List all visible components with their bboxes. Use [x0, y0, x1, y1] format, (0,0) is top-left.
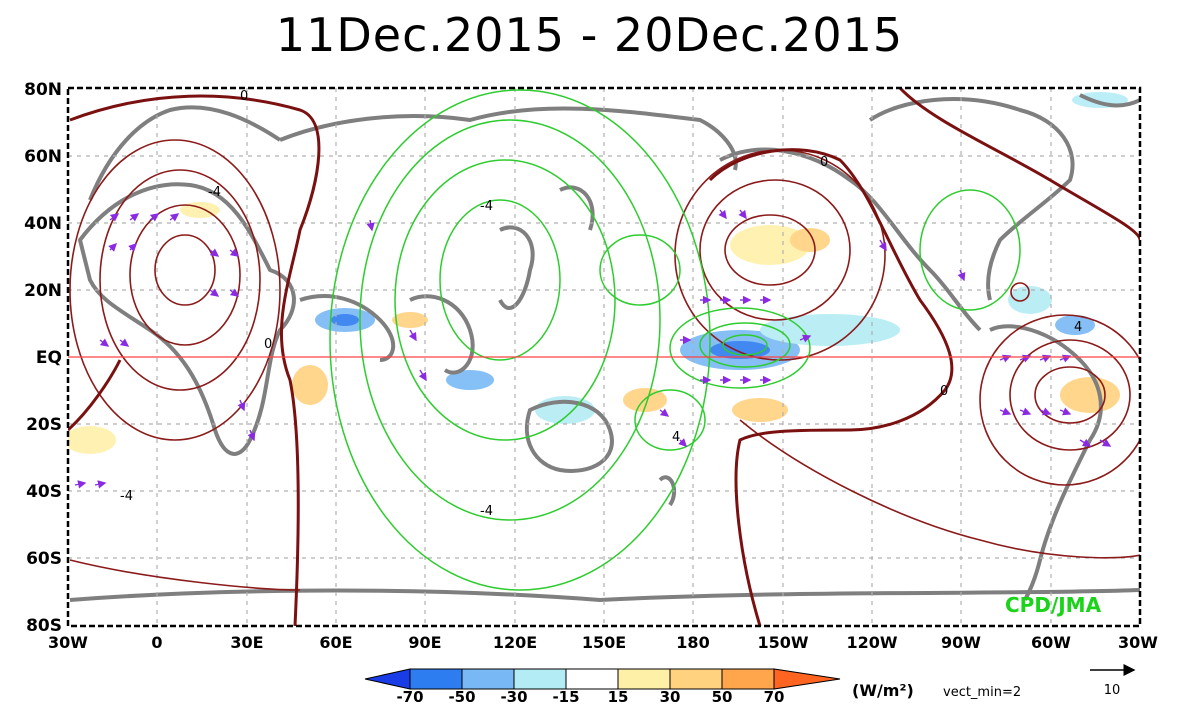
lat-label: 60N [24, 147, 62, 167]
lon-label: 60W [1031, 633, 1071, 652]
svg-text:-4: -4 [120, 489, 133, 504]
colorbar-swatch [513, 668, 567, 690]
svg-text:0: 0 [820, 155, 828, 170]
svg-text:-15: -15 [552, 688, 579, 705]
colorbar-unit: (W/m²) [852, 681, 914, 700]
svg-text:-70: -70 [396, 688, 423, 705]
contour-labels: 0 -4 0 -4 -4 -4 0 4 0 4 [120, 89, 1082, 519]
zero-contours [68, 88, 1140, 626]
svg-text:4: 4 [672, 430, 680, 445]
svg-text:15: 15 [608, 688, 629, 705]
positive-contours [69, 139, 1140, 591]
lon-label: 90E [408, 633, 441, 652]
lon-label: 30W [1118, 633, 1158, 652]
colorbar-swatch [409, 668, 463, 690]
vector-min-note: vect_min=2 [943, 685, 1021, 700]
svg-text:-50: -50 [448, 688, 475, 705]
lat-label: 80N [24, 80, 62, 100]
colorbar-swatch [364, 668, 411, 690]
lat-label: 20N [24, 281, 62, 301]
lon-label: 150W [757, 633, 808, 652]
lat-label: 40N [24, 214, 62, 234]
longitude-axis: 30W 0 30E 60E 90E 120E 150E 180 150W 120… [48, 633, 1158, 652]
lat-label: 60S [26, 549, 62, 569]
lat-label: 20S [26, 415, 62, 435]
negative-contours [329, 89, 1021, 591]
svg-text:4: 4 [1074, 320, 1082, 335]
lat-label: 40S [26, 482, 62, 502]
latitude-axis: 80N 60N 40N 20N EQ 20S 40S 60S 80S [24, 80, 62, 636]
lon-label: 60E [319, 633, 352, 652]
svg-text:-30: -30 [500, 688, 527, 705]
lon-label: 120W [846, 633, 897, 652]
svg-text:-4: -4 [480, 199, 493, 214]
graticule [68, 88, 1140, 626]
colorbar-swatch [669, 668, 723, 690]
svg-text:0: 0 [264, 337, 272, 352]
credit-label: CPD/JMA [1005, 593, 1102, 617]
map-frame [66, 86, 1142, 628]
lon-label: 0 [151, 633, 162, 652]
colorbar-swatch [721, 668, 775, 690]
svg-text:-4: -4 [480, 504, 493, 519]
lon-label: 30W [48, 633, 88, 652]
colorbar-swatch [773, 668, 841, 690]
svg-text:0: 0 [240, 89, 248, 104]
colorbar-ticks: -70 -50 -30 -15 15 30 50 70 [396, 688, 784, 705]
lon-label: 120E [493, 633, 537, 652]
lon-label: 90W [941, 633, 981, 652]
lat-label: EQ [36, 348, 62, 368]
lat-label: 80S [26, 616, 62, 636]
svg-text:30: 30 [660, 688, 681, 705]
lon-label: 180 [676, 633, 709, 652]
colorbar-swatch [617, 668, 671, 690]
colorbar-swatch [461, 668, 515, 690]
colorbar-swatch [565, 668, 619, 690]
svg-text:-4: -4 [208, 185, 221, 200]
lon-label: 150E [582, 633, 626, 652]
reference-vector-value: 10 [1104, 683, 1121, 698]
colorbar [364, 668, 841, 690]
svg-text:50: 50 [712, 688, 733, 705]
svg-text:70: 70 [764, 688, 785, 705]
map-title: 11Dec.2015 - 20Dec.2015 [275, 8, 904, 62]
svg-text:0: 0 [940, 384, 948, 399]
lon-label: 30E [230, 633, 263, 652]
